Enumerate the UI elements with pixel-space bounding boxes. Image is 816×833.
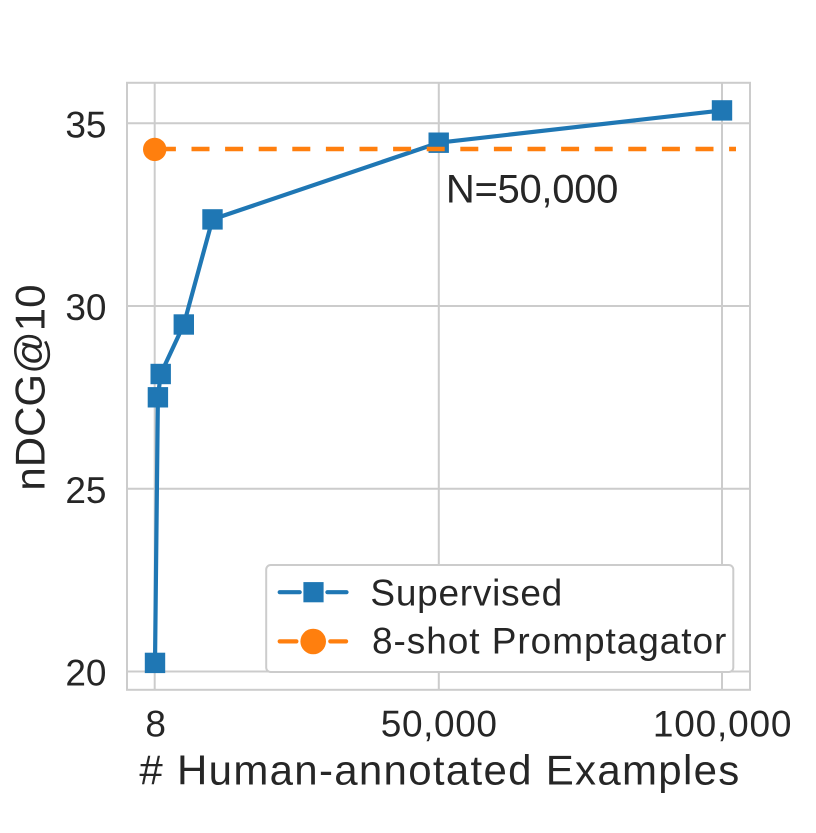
svg-text:25: 25 — [65, 470, 106, 511]
svg-text:N=50,000: N=50,000 — [446, 168, 618, 212]
svg-text:# Human-annotated Examples: # Human-annotated Examples — [139, 747, 740, 794]
svg-text:50,000: 50,000 — [381, 704, 498, 745]
svg-text:35: 35 — [65, 104, 106, 145]
svg-text:20: 20 — [65, 653, 106, 694]
svg-text:8-shot Promptagator: 8-shot Promptagator — [372, 620, 727, 661]
svg-text:30: 30 — [65, 287, 106, 328]
svg-text:Supervised: Supervised — [370, 573, 563, 614]
svg-text:100,000: 100,000 — [653, 704, 792, 745]
svg-text:8: 8 — [145, 704, 166, 745]
svg-text:nDCG@10: nDCG@10 — [6, 285, 53, 491]
